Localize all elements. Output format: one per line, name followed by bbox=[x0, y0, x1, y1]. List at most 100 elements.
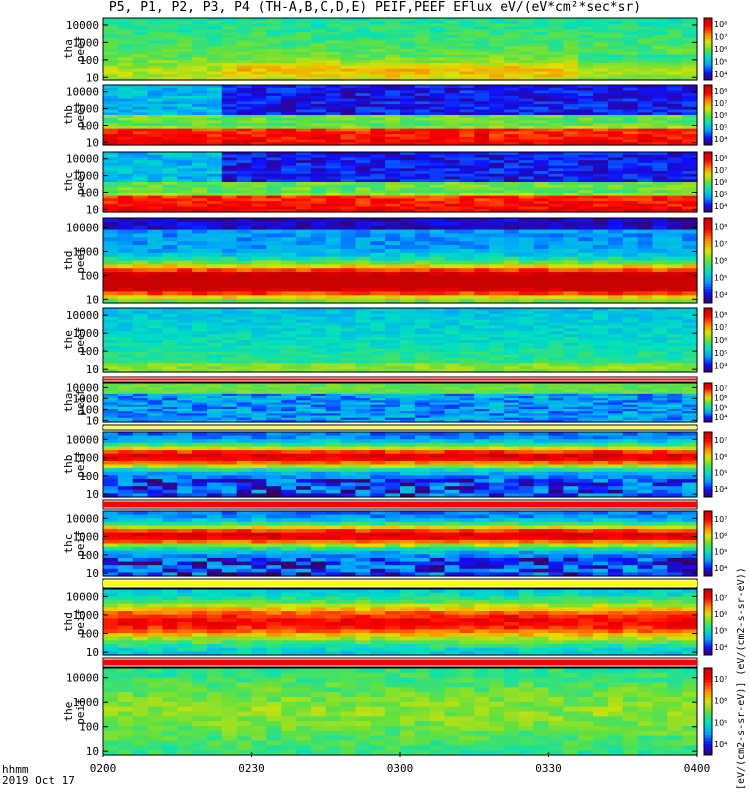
heatmap-cell bbox=[622, 201, 639, 205]
heatmap-cell bbox=[429, 115, 446, 119]
heatmap-cell bbox=[518, 57, 535, 61]
heatmap-cell bbox=[370, 195, 386, 199]
heatmap-cell bbox=[355, 63, 371, 67]
colorbar-cell bbox=[704, 232, 712, 236]
heatmap-cell bbox=[533, 23, 550, 28]
heatmap-cell bbox=[652, 357, 668, 361]
heatmap-cell bbox=[400, 260, 416, 265]
heatmap-cell bbox=[325, 385, 342, 388]
heatmap-cell bbox=[117, 383, 134, 386]
heatmap-cell bbox=[103, 252, 119, 258]
heatmap-cell bbox=[548, 115, 564, 119]
heatmap-cell bbox=[607, 340, 624, 344]
heatmap-cell bbox=[117, 337, 134, 341]
heatmap-cell bbox=[637, 192, 654, 197]
heatmap-cell bbox=[162, 264, 178, 269]
heatmap-cell bbox=[548, 308, 564, 312]
heatmap-cell bbox=[370, 310, 386, 315]
heatmap-cell bbox=[221, 101, 238, 105]
heatmap-cell bbox=[117, 195, 134, 199]
heatmap-cell bbox=[667, 221, 683, 227]
heatmap-cell bbox=[637, 90, 654, 94]
heatmap-cell bbox=[607, 331, 624, 335]
heatmap-cell bbox=[147, 165, 163, 169]
heatmap-cell bbox=[489, 331, 505, 335]
heatmap-cell bbox=[429, 43, 446, 47]
heatmap-cell bbox=[414, 252, 431, 258]
heatmap-cell bbox=[221, 406, 238, 410]
heatmap-cell bbox=[177, 334, 193, 338]
heatmap-cell bbox=[206, 65, 223, 70]
heatmap-cell bbox=[400, 171, 416, 175]
heatmap-cell bbox=[340, 308, 357, 312]
heatmap-cell bbox=[370, 65, 386, 70]
heatmap-cell bbox=[206, 406, 223, 410]
heatmap-cell bbox=[281, 65, 297, 70]
heatmap-cell bbox=[192, 134, 208, 138]
heatmap-cell bbox=[533, 95, 550, 100]
heatmap-cell bbox=[593, 40, 609, 44]
heatmap-cell bbox=[622, 37, 639, 42]
heatmap-cell bbox=[296, 268, 312, 273]
heatmap-cell bbox=[607, 63, 624, 67]
heatmap-cell bbox=[622, 87, 639, 92]
heatmap-cell bbox=[474, 34, 490, 39]
heatmap-cell bbox=[266, 49, 282, 53]
heatmap-cell bbox=[325, 198, 342, 202]
heatmap-cell bbox=[177, 351, 193, 356]
heatmap-cell bbox=[266, 134, 282, 138]
heatmap-cell bbox=[667, 366, 683, 370]
heatmap-cell bbox=[578, 136, 594, 141]
heatmap-cell bbox=[474, 252, 490, 258]
heatmap-cell bbox=[518, 74, 535, 78]
heatmap-cell bbox=[682, 136, 698, 141]
heatmap-cell bbox=[474, 160, 490, 164]
heatmap-cell bbox=[385, 279, 401, 285]
heatmap-cell bbox=[340, 360, 357, 364]
heatmap-cell bbox=[162, 229, 178, 235]
heatmap-cell bbox=[132, 131, 149, 135]
heatmap-cell bbox=[117, 348, 134, 353]
heatmap-cell bbox=[503, 57, 520, 61]
heatmap-cell bbox=[310, 363, 327, 367]
heatmap-cell bbox=[266, 71, 282, 75]
heatmap-cell bbox=[429, 322, 446, 327]
heatmap-cell bbox=[667, 162, 683, 167]
heatmap-cell bbox=[340, 366, 357, 370]
heatmap-cell bbox=[296, 308, 312, 312]
heatmap-cell bbox=[652, 342, 668, 347]
colorbar-cell bbox=[704, 103, 712, 106]
heatmap-cell bbox=[132, 112, 149, 116]
heatmap-cell bbox=[251, 68, 267, 73]
heatmap-cell bbox=[281, 322, 297, 327]
heatmap-cell bbox=[177, 319, 193, 324]
heatmap-cell bbox=[355, 93, 371, 97]
heatmap-cell bbox=[103, 308, 119, 312]
colorbar-cell bbox=[704, 291, 712, 295]
heatmap-cell bbox=[667, 65, 683, 70]
heatmap-cell bbox=[578, 23, 594, 28]
heatmap-cell bbox=[622, 165, 639, 169]
heatmap-cell bbox=[607, 139, 624, 143]
heatmap-cell bbox=[533, 74, 550, 78]
heatmap-cell bbox=[192, 101, 208, 105]
heatmap-cell bbox=[548, 26, 564, 30]
heatmap-cell bbox=[192, 32, 208, 36]
heatmap-cell bbox=[117, 310, 134, 315]
heatmap-cell bbox=[489, 37, 505, 42]
heatmap-cell bbox=[236, 366, 253, 370]
heatmap-cell bbox=[310, 20, 327, 25]
heatmap-cell bbox=[593, 198, 609, 202]
heatmap-cell bbox=[607, 245, 624, 250]
heatmap-cell bbox=[310, 369, 327, 373]
heatmap-cell bbox=[429, 233, 446, 238]
heatmap-cell bbox=[236, 248, 253, 254]
heatmap-cell bbox=[370, 85, 386, 89]
heatmap-cell bbox=[296, 351, 312, 356]
heatmap-cell bbox=[682, 85, 698, 89]
heatmap-cell bbox=[489, 65, 505, 70]
heatmap-cell bbox=[563, 98, 579, 102]
heatmap-cell bbox=[652, 176, 668, 180]
heatmap-cell bbox=[236, 415, 253, 419]
heatmap-cell bbox=[400, 241, 416, 246]
